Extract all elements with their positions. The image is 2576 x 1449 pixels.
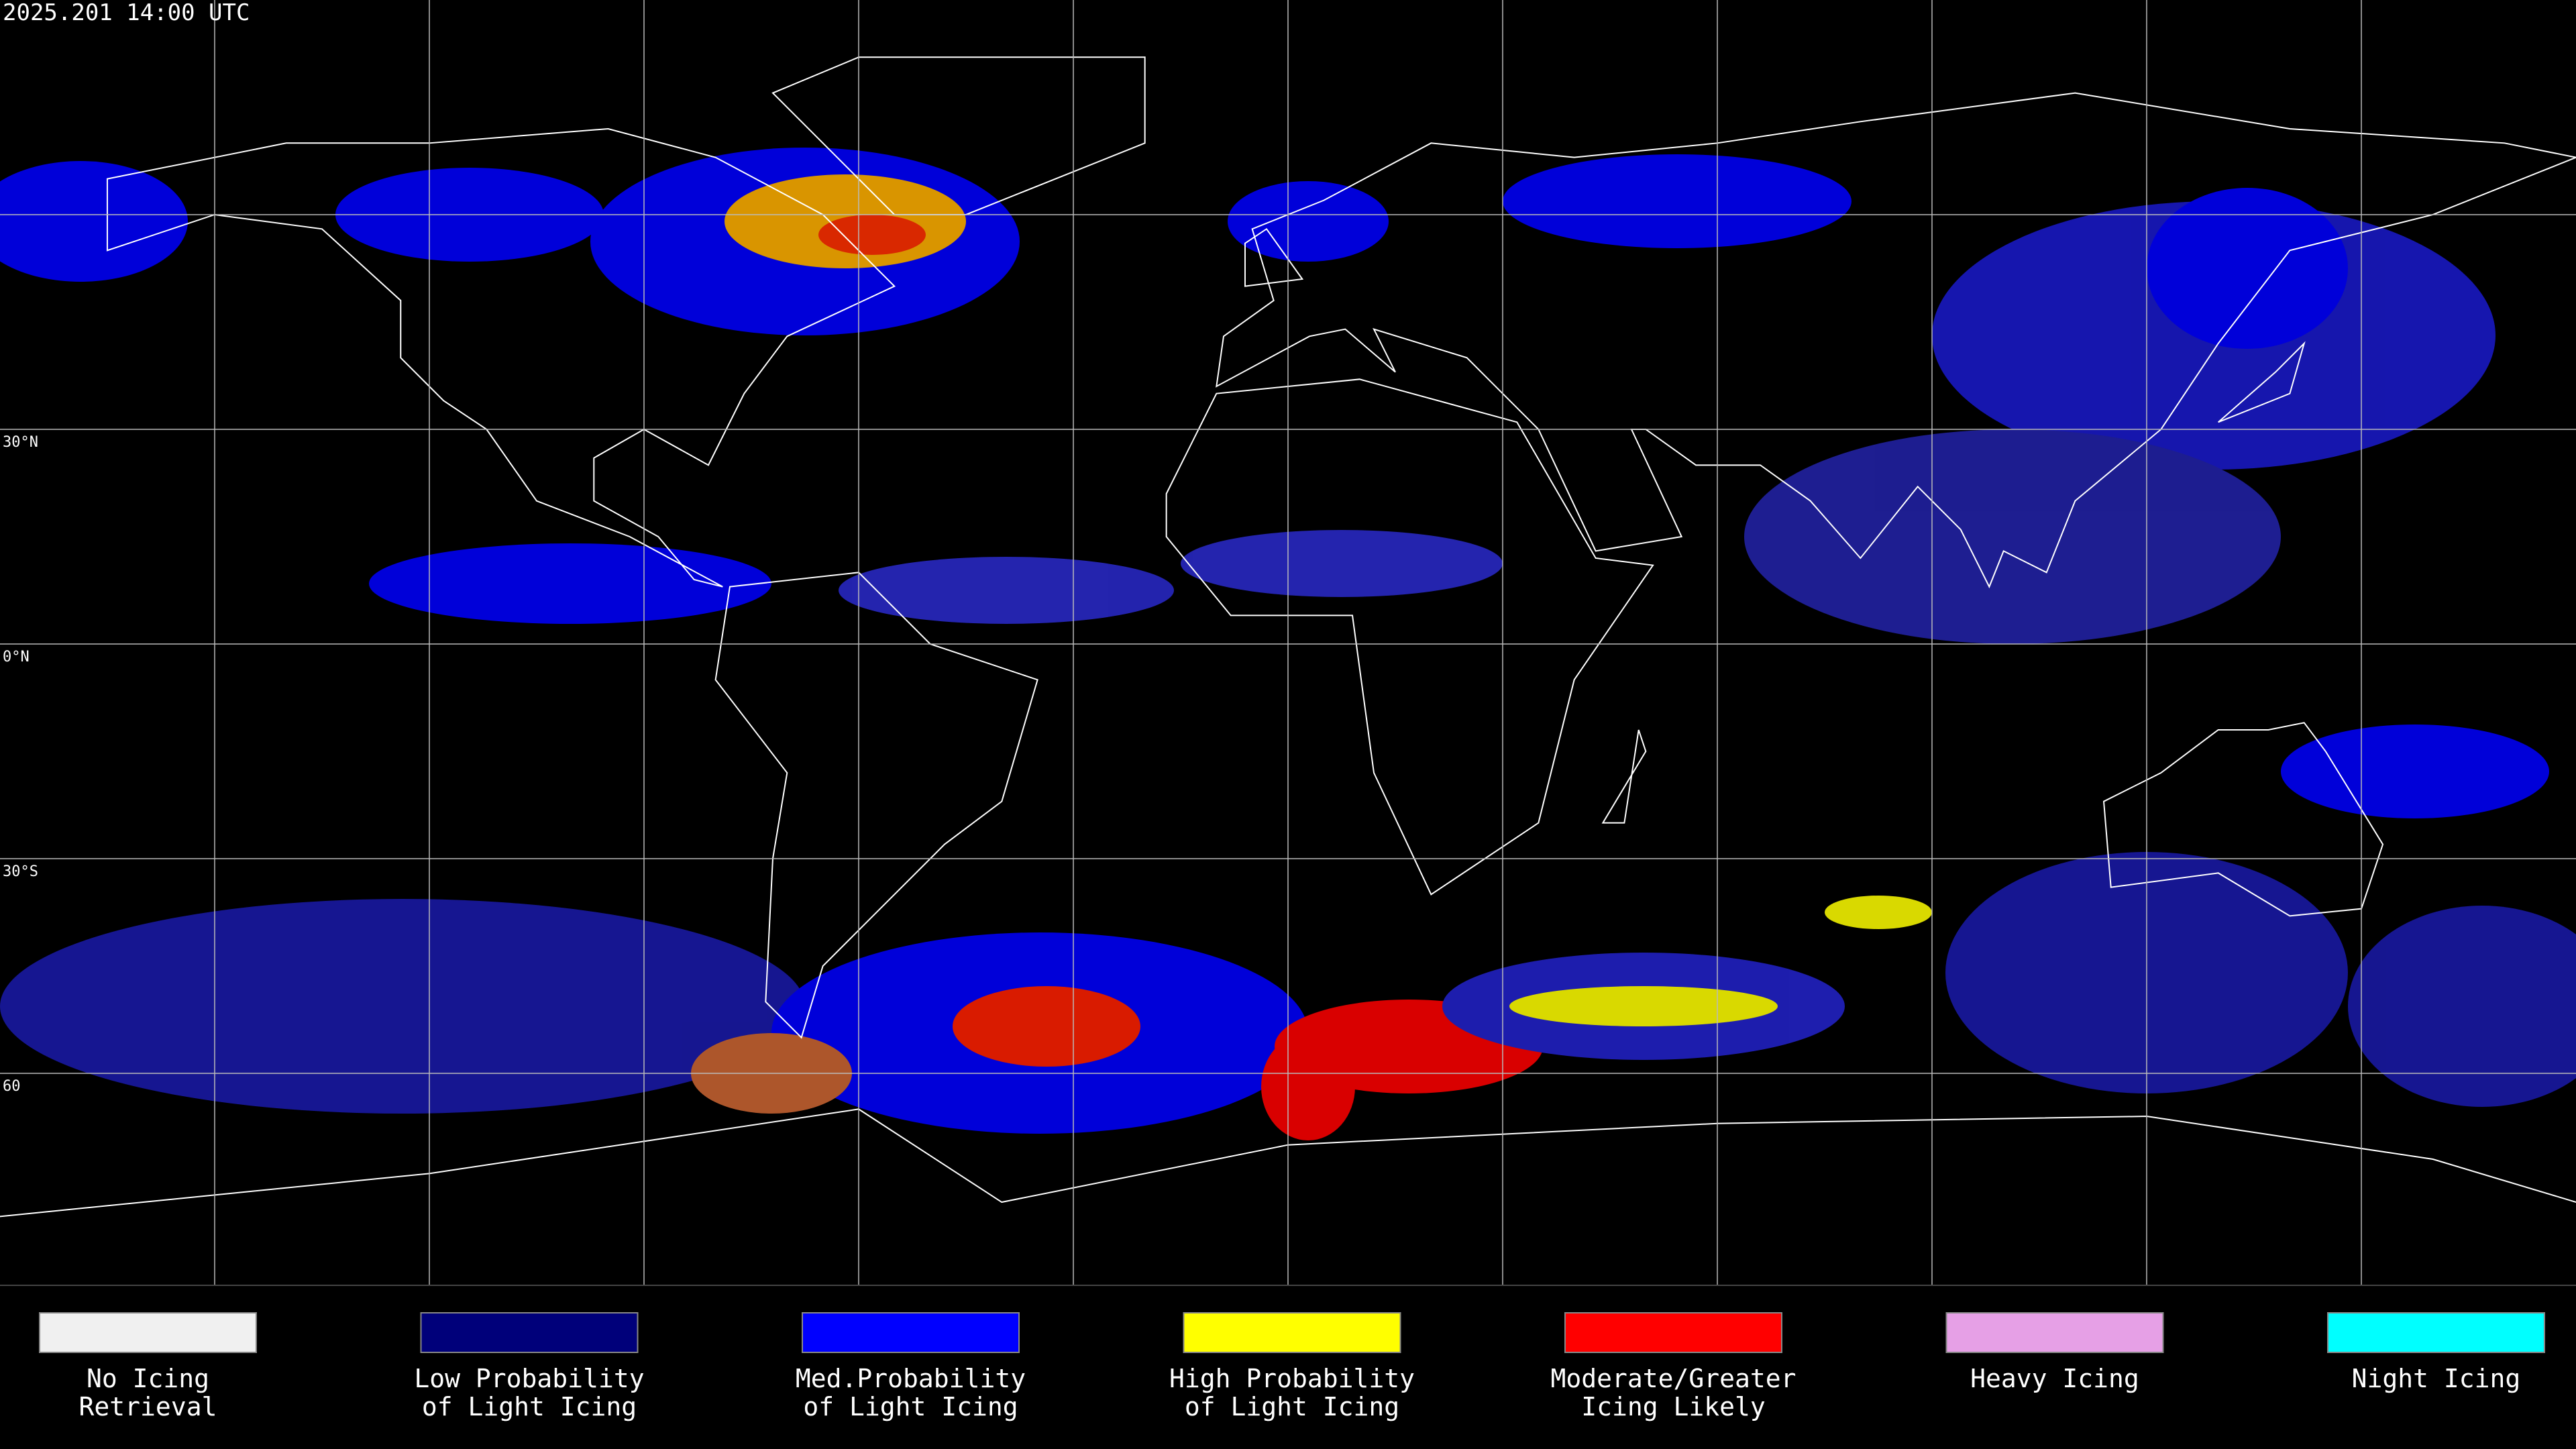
latitude-labels: 30°N 0°N 30°S 60 [3, 434, 38, 1095]
legend-swatch [1183, 1312, 1401, 1353]
legend-label: Med.Probability [796, 1364, 1026, 1393]
legend-label: of Light Icing [1185, 1392, 1399, 1421]
legend-label: Night Icing [2352, 1364, 2521, 1393]
legend-swatch [802, 1312, 1020, 1353]
latitude-label: 30°S [3, 863, 38, 880]
legend-label: No Icing [87, 1364, 209, 1393]
legend-swatch [1564, 1312, 1782, 1353]
legend-label: Icing Likely [1581, 1392, 1766, 1421]
legend-label: of Light Icing [422, 1392, 637, 1421]
legend-label: Low Probability [414, 1364, 644, 1393]
latitude-label: 30°N [3, 434, 38, 451]
graticule [0, 0, 2576, 1285]
legend-label: of Light Icing [803, 1392, 1018, 1421]
legend-label: Heavy Icing [1970, 1364, 2139, 1393]
legend-label: High Probability [1169, 1364, 1415, 1393]
timestamp: 2025.201 14:00 UTC [3, 0, 250, 26]
icing-field [0, 148, 2576, 1140]
legend-swatch [2327, 1312, 2545, 1353]
legend-swatch [420, 1312, 639, 1353]
latitude-label: 60 [3, 1078, 21, 1095]
legend-label: Moderate/Greater [1550, 1364, 1796, 1393]
legend-swatch [1945, 1312, 2164, 1353]
latitude-label: 0°N [3, 649, 30, 665]
legend-swatch [39, 1312, 257, 1353]
legend-label: Retrieval [79, 1392, 217, 1421]
